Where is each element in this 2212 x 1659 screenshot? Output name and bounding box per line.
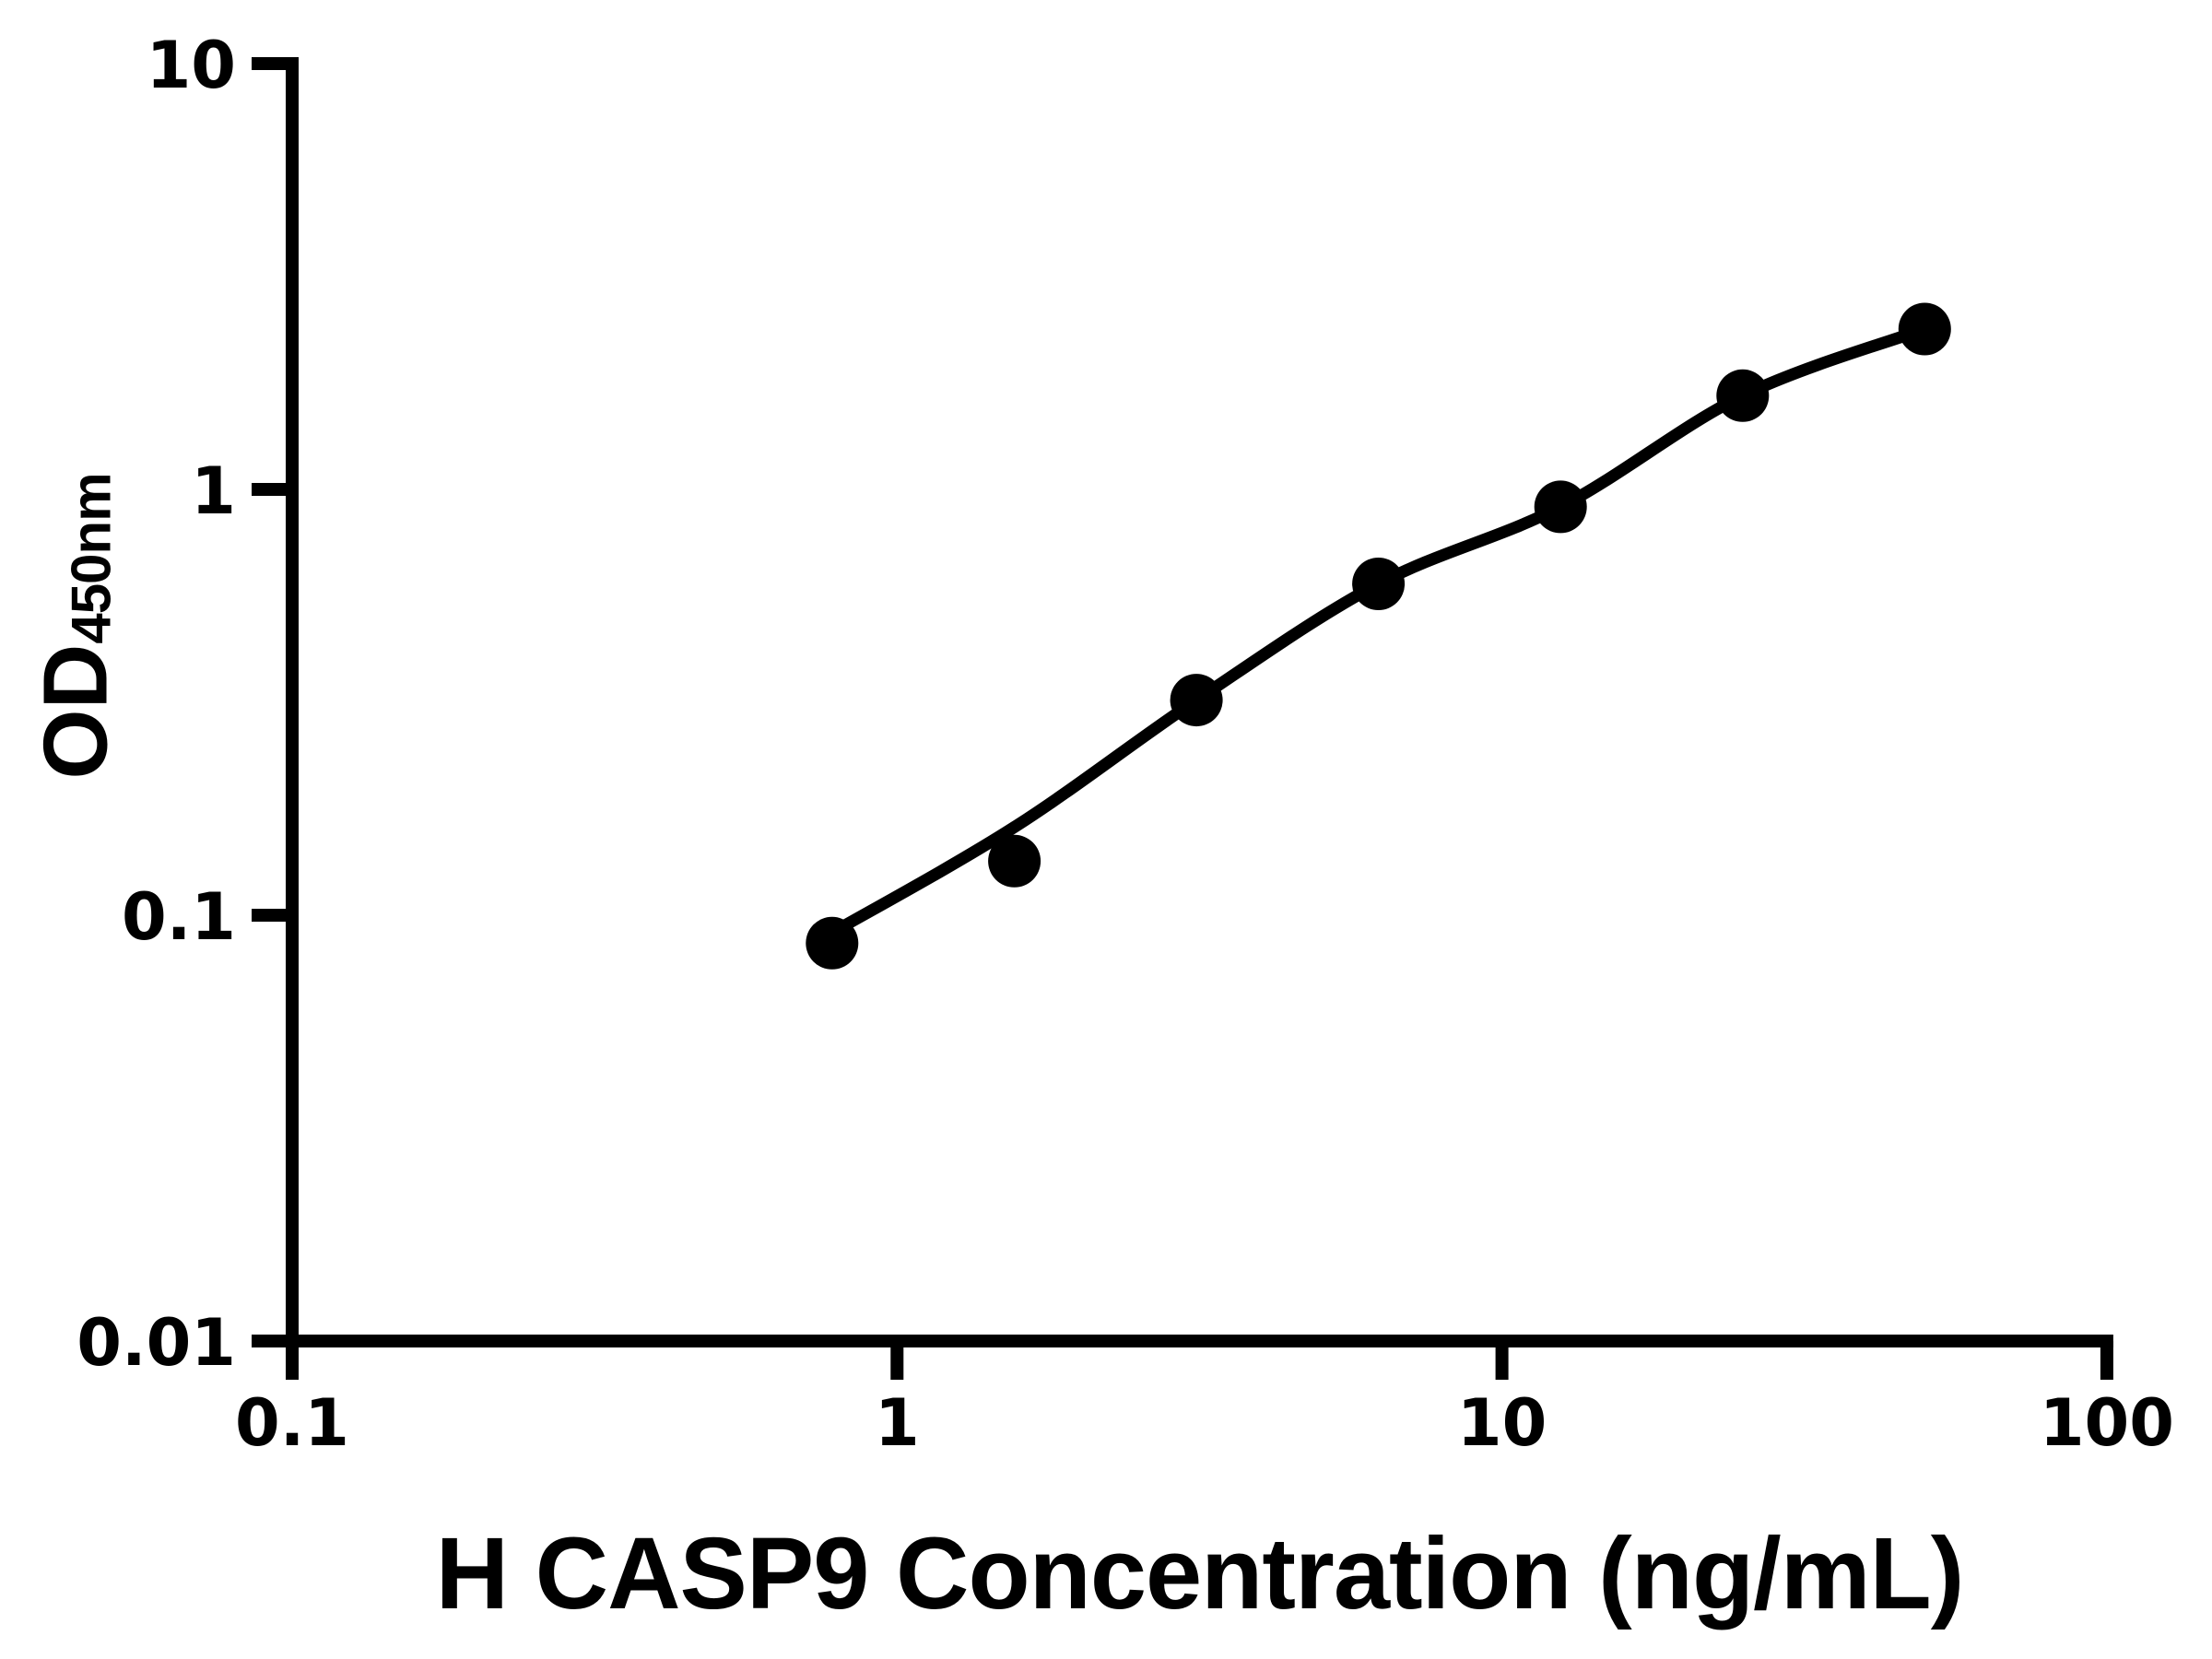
y-axis-title: OD 450nm: [0, 396, 152, 857]
data-point: [806, 916, 859, 970]
y-tick-label: 0.01: [76, 1305, 236, 1381]
data-point: [1170, 674, 1223, 727]
data-point: [988, 834, 1041, 888]
y-tick-label: 1: [191, 453, 236, 529]
y-axis-title-sub: 450nm: [60, 473, 123, 644]
data-point: [1534, 480, 1587, 534]
y-axis-title-main: OD: [24, 643, 126, 780]
x-tick-label: 1: [875, 1385, 920, 1461]
y-tick-label: 10: [147, 28, 236, 103]
y-tick-label: 0.1: [122, 879, 236, 955]
x-axis-title: H CASP9 Concentration (ng/mL): [292, 1502, 2107, 1645]
x-tick-label: 0.1: [235, 1385, 349, 1461]
x-tick-label: 10: [1457, 1385, 1547, 1461]
x-tick-label: 100: [2040, 1385, 2174, 1461]
fit-curve: [826, 323, 1931, 939]
x-axis-title-text: H CASP9 Concentration (ng/mL): [435, 1517, 1965, 1630]
data-point: [1898, 302, 1951, 356]
data-point: [1352, 558, 1406, 610]
data-point: [1716, 369, 1770, 422]
